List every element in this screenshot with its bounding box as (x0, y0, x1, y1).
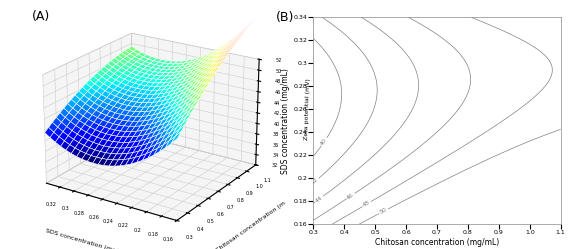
Text: 40: 40 (320, 137, 328, 147)
Y-axis label: SDS concentration (mg/mL): SDS concentration (mg/mL) (282, 68, 290, 174)
Text: 46: 46 (346, 192, 355, 200)
Text: 44: 44 (315, 195, 324, 203)
X-axis label: SDS concentration (mg/mL): SDS concentration (mg/mL) (45, 228, 130, 249)
Y-axis label: Chitosan concentration (m: Chitosan concentration (m (215, 200, 286, 249)
X-axis label: Chitosan concentration (mg/mL): Chitosan concentration (mg/mL) (375, 238, 499, 247)
Text: (A): (A) (32, 10, 51, 23)
Text: 48: 48 (362, 200, 371, 208)
Text: 50: 50 (379, 207, 388, 215)
Text: (B): (B) (277, 11, 294, 24)
Text: 42: 42 (310, 177, 320, 186)
